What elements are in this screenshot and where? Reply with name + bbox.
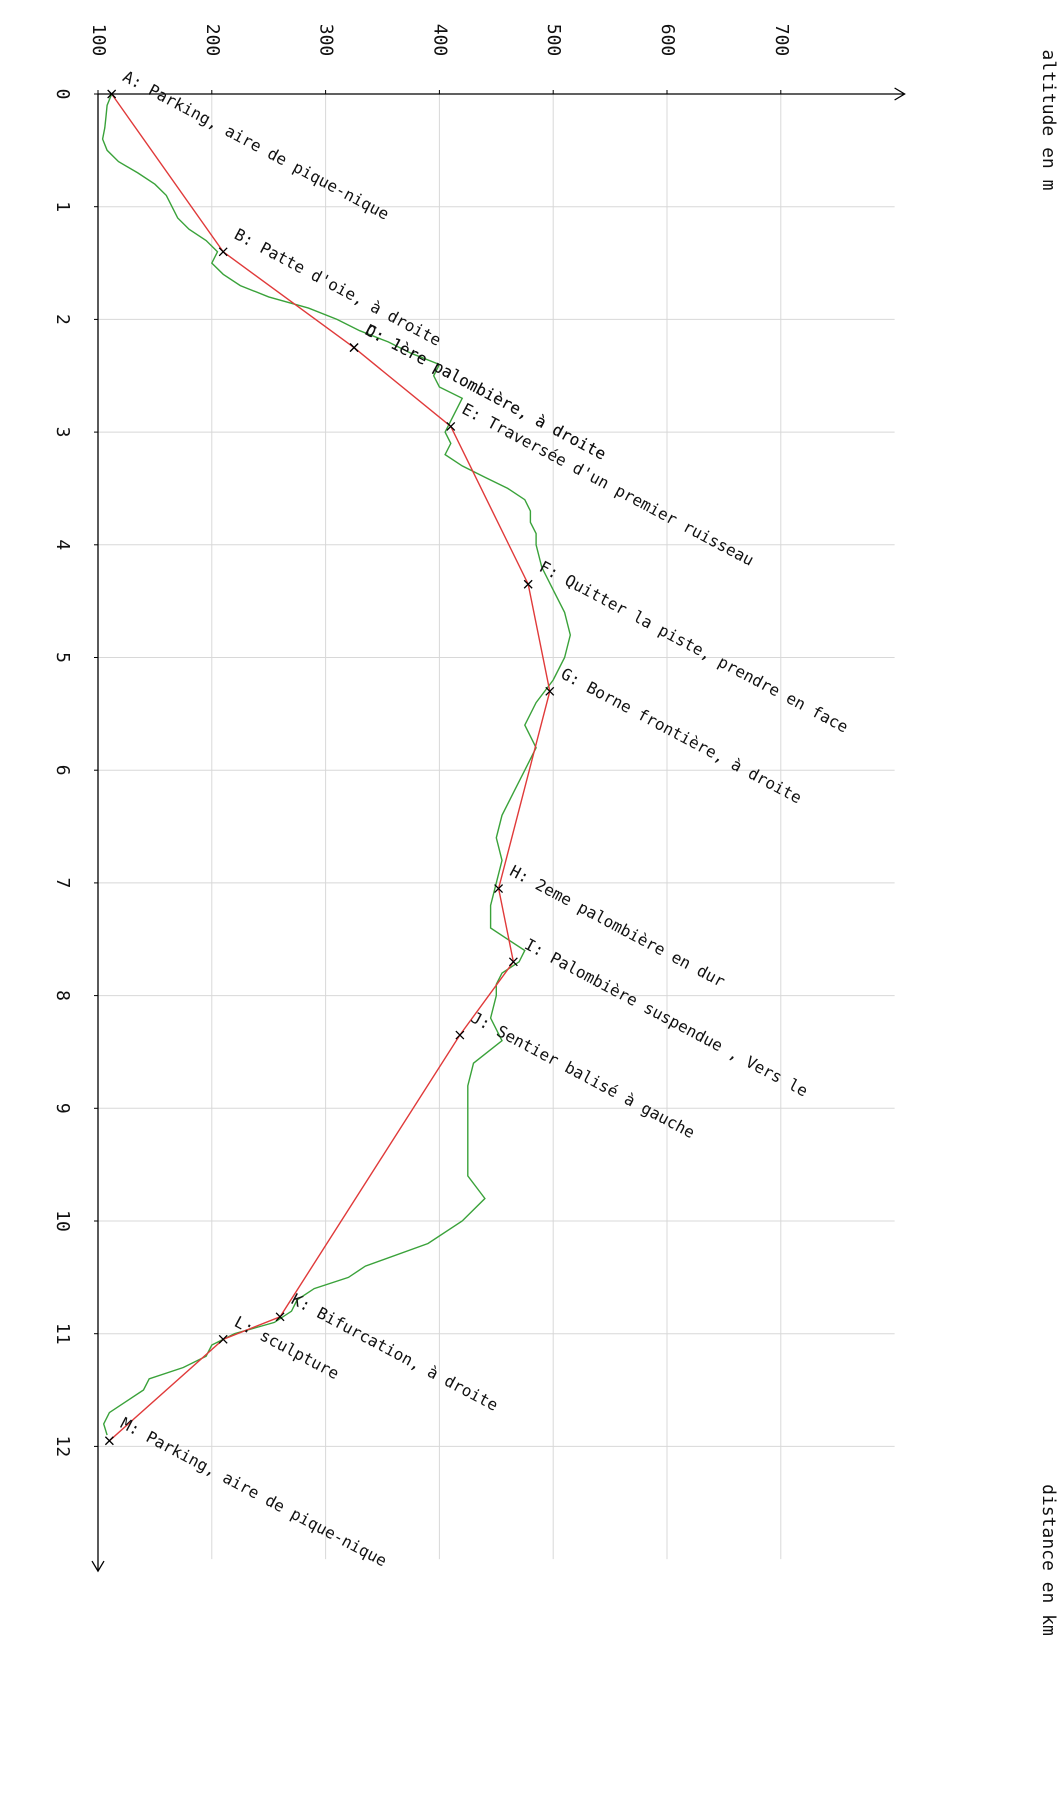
x-tick-label: 5 — [52, 652, 73, 663]
y-tick-label: 100 — [88, 24, 109, 57]
x-tick-label: 1 — [52, 201, 73, 212]
x-tick-label: 2 — [52, 314, 73, 325]
y-tick-label: 200 — [202, 24, 223, 57]
y-tick-label: 500 — [543, 24, 564, 57]
x-tick-label: 4 — [52, 539, 73, 550]
waypoint-marker — [508, 957, 518, 967]
x-tick-label: 6 — [52, 765, 73, 776]
series-group — [101, 93, 572, 1442]
waypoint-marker — [545, 686, 555, 696]
axes — [91, 87, 906, 1573]
waypoint-label: A: Parking, aire de pique-nique — [120, 67, 393, 224]
waypoint-marker — [107, 89, 117, 99]
waypoint-label: M: Parking, aire de pique-nique — [118, 1414, 391, 1571]
waypoint-marker — [446, 422, 456, 431]
altitude-axis-arrow — [894, 87, 906, 101]
waypoint-marker — [275, 1312, 285, 1322]
y-tick-label: 400 — [429, 24, 450, 57]
y-tick-label: 600 — [657, 24, 678, 57]
x-tick-label: 12 — [52, 1436, 73, 1458]
waypoint-marker — [523, 579, 533, 589]
x-tick-label: 0 — [52, 89, 73, 100]
x-tick-label: 9 — [52, 1103, 73, 1114]
waypoint-marker — [104, 1436, 114, 1446]
waypoint-label: H: 2eme palombière en dur — [507, 861, 729, 991]
waypoint-label: E: Traversée d'un premier ruisseau — [459, 399, 757, 570]
waypoint-label: K: Bifurcation, à droite — [288, 1290, 501, 1415]
distance-axis-arrow — [91, 1560, 105, 1573]
waypoint-label: J: Sentier balisé à gauche — [468, 1008, 698, 1142]
waypoint-marker — [455, 1030, 465, 1040]
waypoint-marker — [218, 1334, 228, 1344]
x-axis-label: distance en km — [1038, 1484, 1059, 1636]
series-line-profile — [101, 93, 572, 1436]
x-tick-label: 10 — [52, 1210, 73, 1232]
waypoint-marker — [494, 884, 504, 893]
x-tick-label: 7 — [52, 877, 73, 888]
x-tick-label: 3 — [52, 427, 73, 438]
y-axis-label: altitude en m — [1038, 50, 1059, 191]
series-line-route — [108, 93, 551, 1442]
waypoint-label: D: 1ère palombière, à droite — [362, 320, 609, 463]
x-tick-label: 8 — [52, 990, 73, 1001]
waypoint-marker — [218, 247, 228, 257]
waypoint-marker — [349, 343, 359, 353]
waypoint-label: F: Quitter la piste, prendre en face — [536, 557, 851, 737]
y-tick-label: 700 — [771, 24, 792, 57]
waypoint-label: B: Patte d'oie, à droite — [231, 225, 444, 350]
y-tick-label: 300 — [316, 24, 337, 57]
grid — [98, 94, 895, 1560]
x-tick-label: 11 — [52, 1323, 73, 1345]
